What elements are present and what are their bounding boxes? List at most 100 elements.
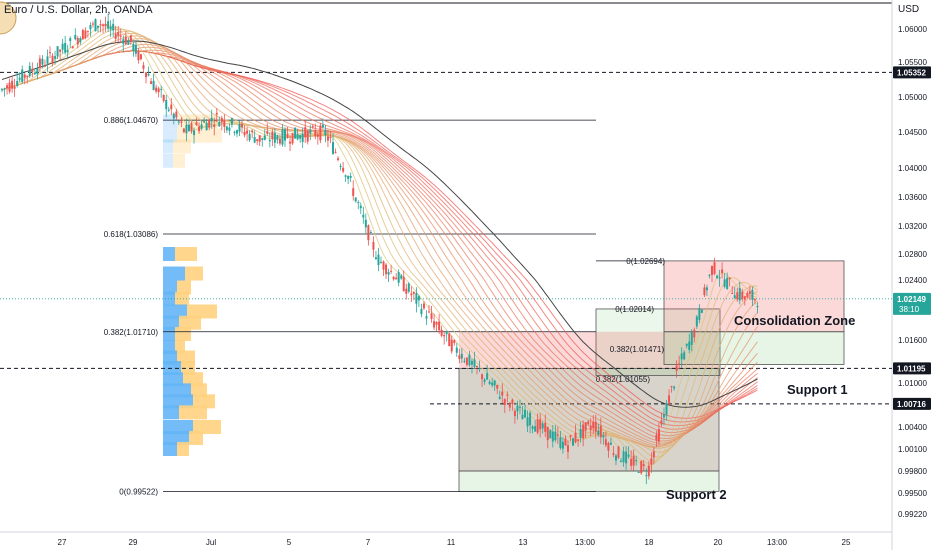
candle-body bbox=[296, 134, 299, 140]
volume-bar-sell bbox=[183, 372, 203, 387]
time-tick-label: 20 bbox=[714, 538, 723, 547]
volume-bar-sell bbox=[191, 383, 207, 398]
candle-body bbox=[688, 341, 691, 350]
candle-body bbox=[16, 81, 19, 86]
price-tick-label: 1.03200 bbox=[898, 222, 927, 231]
candle-body bbox=[299, 135, 302, 139]
candle-body bbox=[36, 68, 39, 74]
candle-body bbox=[6, 85, 9, 89]
price-tick-label: 1.02400 bbox=[898, 276, 927, 285]
candle-body bbox=[716, 275, 719, 278]
candle-body bbox=[450, 339, 453, 352]
candle-body bbox=[142, 65, 145, 69]
price-badge-label: 1.05352 bbox=[897, 68, 926, 77]
candle-body bbox=[589, 425, 592, 430]
candle-body bbox=[420, 308, 423, 315]
candle-body bbox=[137, 50, 140, 61]
candle-body bbox=[660, 420, 663, 425]
candle-body bbox=[337, 158, 340, 160]
candle-body bbox=[539, 419, 542, 430]
candle-body bbox=[531, 426, 534, 429]
volume-bar-buy bbox=[163, 304, 187, 319]
candle-body bbox=[195, 122, 198, 126]
candle-body bbox=[374, 257, 377, 259]
price-tick-label: 0.99220 bbox=[898, 510, 927, 519]
price-tick-label: 1.06000 bbox=[898, 25, 927, 34]
volume-bar-sell bbox=[175, 327, 191, 341]
candle-body bbox=[266, 131, 269, 134]
candle-body bbox=[258, 135, 261, 142]
candle-body bbox=[473, 359, 476, 368]
fib-label: 0.618(1.03086) bbox=[104, 230, 159, 239]
candle-body bbox=[152, 80, 155, 91]
candle-body bbox=[402, 276, 405, 292]
chart-title: Euro / U.S. Dollar, 2h, OANDA bbox=[4, 4, 153, 16]
candle-body bbox=[582, 424, 585, 439]
candle-body bbox=[43, 65, 46, 67]
candle-body bbox=[11, 80, 14, 89]
candle-body bbox=[263, 135, 266, 140]
candle-body bbox=[574, 432, 577, 443]
candle-body bbox=[516, 405, 519, 412]
candle-body bbox=[359, 205, 362, 209]
candle-body bbox=[748, 291, 751, 294]
candle-body bbox=[650, 458, 653, 465]
candle-body bbox=[18, 77, 21, 80]
candle-body bbox=[559, 437, 562, 448]
candle-body bbox=[569, 435, 572, 438]
price-scale-currency: USD bbox=[898, 4, 920, 15]
candle-body bbox=[127, 40, 130, 45]
candle-body bbox=[185, 124, 188, 134]
candle-body bbox=[56, 46, 59, 57]
candle-body bbox=[165, 100, 168, 110]
candle-body bbox=[470, 360, 473, 365]
candle-body bbox=[513, 410, 516, 417]
candle-body bbox=[74, 34, 77, 40]
candle-body bbox=[155, 87, 158, 92]
candle-body bbox=[329, 136, 332, 139]
candle-body bbox=[316, 134, 319, 137]
time-tick-label: 7 bbox=[366, 538, 371, 547]
candle-body bbox=[97, 25, 100, 28]
candle-body bbox=[324, 129, 327, 136]
candle-body bbox=[698, 308, 701, 320]
candle-body bbox=[213, 124, 216, 127]
candle-body bbox=[604, 439, 607, 446]
candle-body bbox=[723, 279, 726, 287]
price-badge bbox=[893, 66, 931, 79]
price-tick-label: 1.04000 bbox=[898, 164, 927, 173]
candle-body bbox=[1, 89, 3, 91]
time-tick-label: Jul bbox=[206, 538, 216, 547]
volume-bar-sell bbox=[193, 394, 215, 409]
candle-body bbox=[518, 406, 521, 408]
candle-body bbox=[400, 275, 403, 279]
candle-body bbox=[746, 293, 749, 298]
candle-body bbox=[357, 202, 360, 204]
candle-body bbox=[79, 38, 82, 43]
candle-body bbox=[422, 303, 425, 309]
candle-body bbox=[117, 32, 120, 36]
candle-body bbox=[354, 197, 357, 202]
candle-body bbox=[448, 333, 451, 347]
candle-body bbox=[594, 421, 597, 432]
candle-body bbox=[81, 29, 84, 40]
candle-body bbox=[602, 435, 605, 438]
candle-body bbox=[129, 35, 132, 42]
candle-body bbox=[334, 151, 337, 153]
volume-bar-sell bbox=[189, 431, 203, 445]
candle-body bbox=[726, 277, 729, 289]
candle-body bbox=[645, 475, 648, 477]
candle-body bbox=[132, 43, 135, 51]
volume-bar-sell bbox=[177, 128, 222, 143]
candle-body bbox=[382, 261, 385, 270]
candle-body bbox=[233, 131, 236, 133]
candle-body bbox=[339, 165, 342, 167]
candle-body bbox=[3, 88, 6, 90]
candle-body bbox=[435, 322, 438, 325]
fib-label: 0.382(1.01710) bbox=[104, 328, 159, 337]
candle-body bbox=[31, 68, 34, 72]
candle-body bbox=[561, 441, 564, 449]
price-badge bbox=[893, 292, 931, 315]
candle-body bbox=[685, 344, 688, 346]
